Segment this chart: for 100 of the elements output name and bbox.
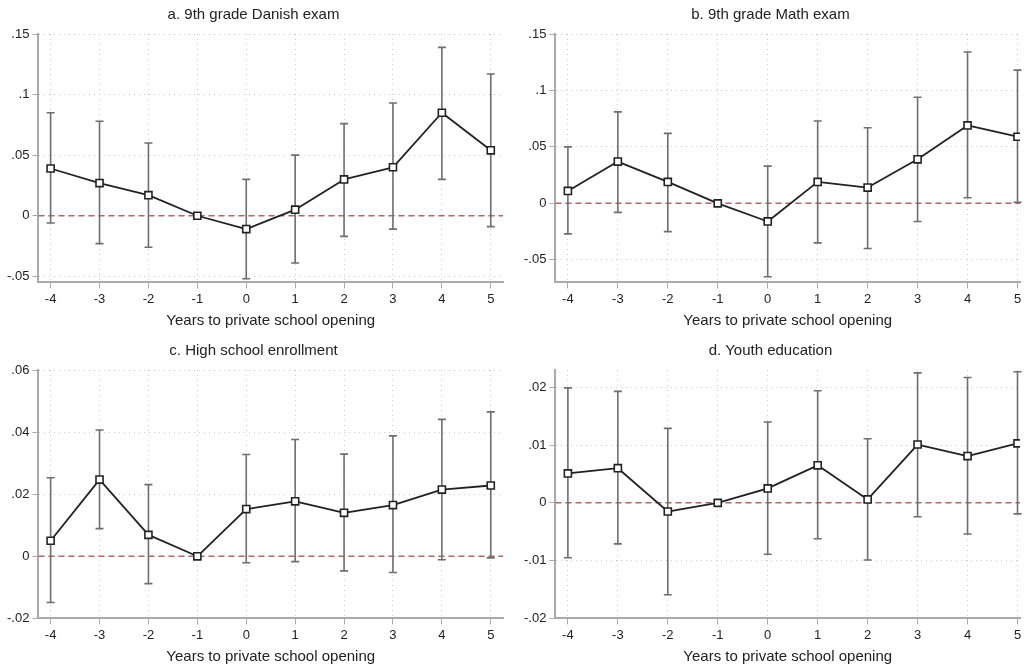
- x-tick-label: 1: [814, 290, 822, 306]
- point: [663, 177, 673, 187]
- chart-title: c. High school enrollment: [169, 341, 339, 359]
- chart-title: a. 9th grade Danish exam: [167, 5, 340, 23]
- point: [339, 508, 349, 518]
- y-tick-label: .15: [11, 25, 30, 41]
- y-tick-label: .05: [11, 146, 30, 162]
- x-tick-label: 5: [487, 290, 495, 306]
- point: [193, 211, 202, 221]
- x-tick-label: -1: [711, 290, 724, 306]
- point: [713, 199, 723, 208]
- x-tick-label: 1: [291, 290, 299, 306]
- y-tick-label: 0: [539, 194, 547, 210]
- x-tick-label: -3: [93, 290, 106, 306]
- y-tick-label: 0: [539, 494, 547, 510]
- point: [193, 551, 202, 561]
- point: [663, 507, 673, 516]
- x-tick-label: -3: [612, 290, 624, 306]
- x-tick-label: 2: [864, 290, 872, 306]
- point: [437, 108, 447, 118]
- x-tick-label: -2: [142, 626, 155, 642]
- x-tick-label: 4: [438, 290, 446, 306]
- x-tick-label: 2: [340, 290, 348, 306]
- x-tick-label: 4: [963, 290, 972, 306]
- point: [388, 162, 398, 172]
- point: [863, 495, 872, 504]
- point: [486, 145, 496, 155]
- point: [437, 485, 447, 494]
- x-tick-label: 4: [963, 626, 972, 642]
- point: [241, 224, 251, 234]
- point: [763, 217, 773, 226]
- y-tick-label: .04: [11, 423, 30, 439]
- x-tick-label: 2: [340, 626, 348, 642]
- point: [290, 497, 300, 506]
- x-axis-title: Years to private school opening: [166, 311, 376, 329]
- y-tick-label: -.01: [523, 552, 547, 568]
- y-tick-label: .1: [535, 82, 547, 98]
- x-axis-title: Years to private school opening: [166, 647, 376, 665]
- x-tick-label: 0: [242, 626, 250, 642]
- x-tick-label: 1: [814, 626, 822, 642]
- x-tick-label: -4: [44, 626, 57, 642]
- x-tick-label: 5: [487, 626, 495, 642]
- point: [290, 205, 300, 215]
- y-tick-label: -.02: [6, 609, 30, 625]
- y-tick-label: .01: [528, 436, 547, 452]
- point: [813, 177, 823, 187]
- x-tick-label: -4: [562, 290, 574, 306]
- x-tick-label: -1: [711, 626, 724, 642]
- y-tick-label: -.05: [6, 267, 30, 283]
- y-tick-label: .05: [528, 138, 547, 154]
- point: [95, 178, 104, 188]
- x-tick-label: 3: [389, 626, 397, 642]
- x-tick-label: 1: [291, 626, 299, 642]
- x-tick-label: 2: [864, 626, 872, 642]
- x-tick-label: 5: [1013, 290, 1022, 306]
- x-tick-label: -1: [191, 626, 204, 642]
- y-tick-label: 0: [22, 547, 30, 563]
- point: [613, 463, 623, 473]
- point: [963, 451, 972, 461]
- point: [713, 498, 723, 508]
- point: [46, 164, 55, 173]
- point: [863, 183, 872, 192]
- y-tick-label: .1: [18, 86, 30, 102]
- x-tick-label: 3: [389, 290, 397, 306]
- chart-title: b. 9th grade Math exam: [691, 5, 850, 23]
- x-tick-label: 5: [1013, 626, 1022, 642]
- y-tick-label: .15: [528, 25, 547, 41]
- point: [486, 481, 496, 490]
- x-axis-title: Years to private school opening: [683, 311, 893, 329]
- x-tick-label: 0: [242, 290, 250, 306]
- x-tick-label: -2: [662, 626, 674, 642]
- x-tick-label: -3: [612, 626, 624, 642]
- point: [241, 504, 251, 514]
- point: [913, 154, 922, 164]
- x-tick-label: 4: [438, 626, 446, 642]
- x-tick-label: -3: [93, 626, 106, 642]
- y-tick-label: .06: [11, 361, 30, 377]
- point: [339, 175, 349, 184]
- point: [46, 536, 55, 546]
- point: [813, 460, 823, 470]
- x-tick-label: 0: [764, 290, 772, 306]
- y-tick-label: -.02: [523, 609, 547, 625]
- x-tick-label: 3: [913, 626, 922, 642]
- x-axis-title: Years to private school opening: [683, 647, 893, 665]
- x-tick-label: -1: [191, 290, 204, 306]
- point: [563, 469, 573, 478]
- y-tick-label: .02: [528, 378, 547, 394]
- x-tick-label: -2: [142, 290, 155, 306]
- x-tick-label: -2: [662, 290, 674, 306]
- point: [913, 440, 922, 449]
- y-tick-label: -.05: [523, 251, 547, 267]
- point: [763, 484, 773, 493]
- x-tick-label: 0: [764, 626, 772, 642]
- point: [963, 121, 972, 130]
- point: [95, 475, 104, 484]
- x-tick-label: -4: [562, 626, 574, 642]
- point: [613, 157, 623, 166]
- point: [144, 190, 153, 200]
- y-tick-label: 0: [22, 207, 30, 223]
- y-tick-label: .02: [11, 485, 30, 501]
